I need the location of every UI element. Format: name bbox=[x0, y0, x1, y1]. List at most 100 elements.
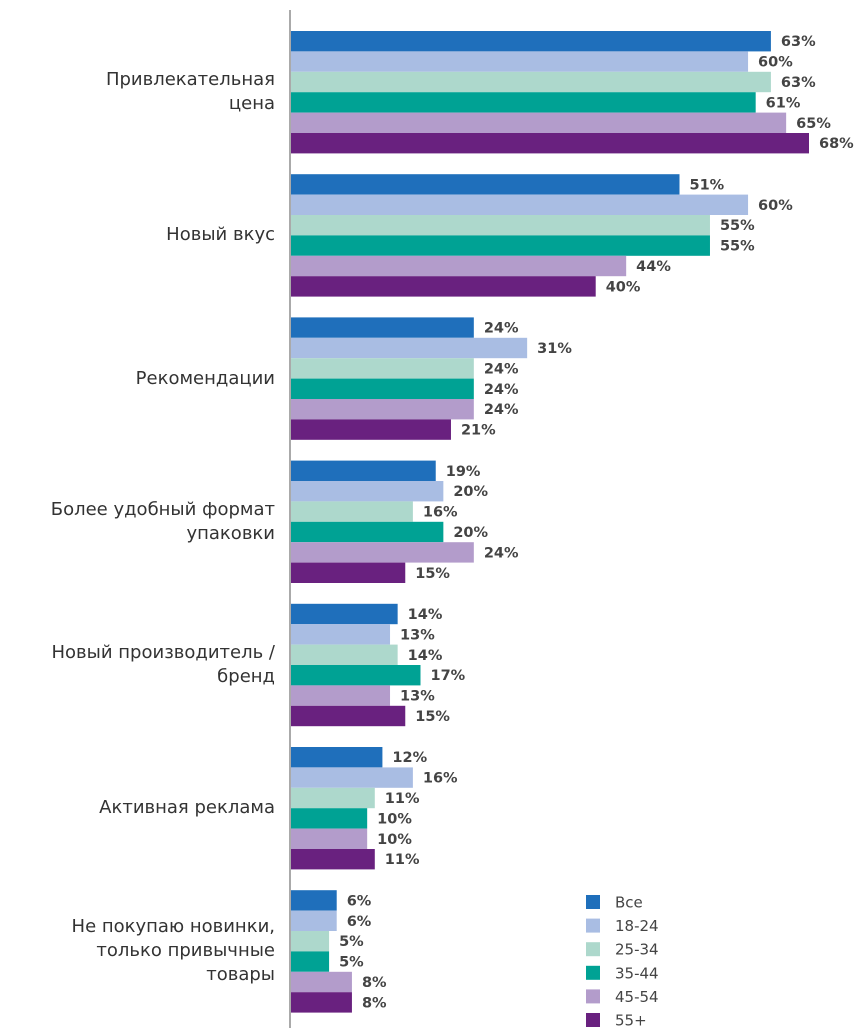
value-label: 24% bbox=[484, 361, 519, 377]
legend-label: 35-44 bbox=[615, 964, 659, 982]
bar bbox=[291, 890, 337, 911]
legend-swatch bbox=[586, 918, 600, 933]
legend-label: 25-34 bbox=[615, 941, 659, 959]
bar bbox=[291, 787, 375, 809]
value-label: 20% bbox=[453, 484, 488, 500]
value-label: 21% bbox=[461, 423, 496, 439]
bar bbox=[291, 112, 787, 133]
value-label: 19% bbox=[446, 464, 481, 480]
bar bbox=[291, 685, 391, 706]
value-label: 63% bbox=[781, 34, 816, 50]
value-label: 10% bbox=[377, 832, 412, 848]
value-label: 13% bbox=[400, 689, 435, 705]
value-label: 20% bbox=[453, 525, 488, 541]
bar bbox=[291, 808, 368, 829]
value-label: 24% bbox=[484, 382, 519, 398]
value-label: 61% bbox=[766, 95, 801, 111]
value-label: 68% bbox=[819, 136, 854, 152]
bar bbox=[291, 951, 330, 972]
value-label: 11% bbox=[385, 852, 420, 868]
bar bbox=[291, 747, 383, 768]
value-label: 5% bbox=[339, 934, 364, 950]
bar bbox=[291, 931, 330, 952]
bar bbox=[291, 910, 337, 931]
bar bbox=[291, 542, 474, 563]
category-label: Более удобный формат упаковки bbox=[50, 498, 275, 544]
bar bbox=[291, 665, 421, 686]
bar bbox=[291, 562, 406, 583]
bar bbox=[291, 337, 528, 359]
bar bbox=[291, 235, 710, 256]
value-label: 63% bbox=[781, 75, 816, 91]
value-label: 16% bbox=[423, 771, 458, 787]
value-label: 6% bbox=[347, 893, 372, 909]
value-label: 15% bbox=[415, 566, 450, 582]
legend-swatch bbox=[586, 989, 600, 1004]
value-label: 31% bbox=[537, 341, 572, 357]
bar bbox=[291, 31, 771, 52]
bar bbox=[291, 705, 406, 727]
category-label: Новый вкус bbox=[166, 224, 275, 246]
value-label: 17% bbox=[431, 668, 466, 684]
legend-swatch bbox=[586, 1013, 600, 1027]
bar bbox=[291, 378, 474, 399]
bar bbox=[291, 849, 375, 870]
bar bbox=[291, 194, 749, 215]
category-label: Активная реклама bbox=[99, 797, 275, 819]
legend-swatch bbox=[586, 942, 600, 957]
legend-swatch bbox=[586, 965, 600, 980]
legend-label: Все bbox=[615, 894, 643, 912]
bar bbox=[291, 501, 413, 522]
legend-label: 45-54 bbox=[615, 988, 659, 1006]
value-label: 65% bbox=[796, 116, 831, 132]
value-label: 5% bbox=[339, 955, 364, 971]
bar bbox=[291, 358, 474, 379]
value-label: 8% bbox=[362, 995, 387, 1011]
value-label: 51% bbox=[690, 177, 725, 193]
value-label: 11% bbox=[385, 791, 420, 807]
value-label: 14% bbox=[408, 648, 443, 664]
bar bbox=[291, 71, 771, 93]
bar bbox=[291, 51, 749, 72]
bar bbox=[291, 174, 680, 195]
bar bbox=[291, 624, 391, 645]
bar bbox=[291, 215, 710, 236]
value-label: 12% bbox=[392, 750, 427, 766]
bar bbox=[291, 481, 444, 502]
value-label: 6% bbox=[347, 914, 372, 930]
category-label: Новый производитель / бренд bbox=[51, 642, 276, 687]
value-label: 40% bbox=[606, 279, 641, 295]
value-label: 16% bbox=[423, 505, 458, 521]
value-label: 8% bbox=[362, 975, 387, 991]
bar bbox=[291, 828, 368, 849]
bar bbox=[291, 992, 352, 1013]
value-label: 44% bbox=[636, 259, 671, 275]
bar bbox=[291, 399, 474, 420]
value-label: 13% bbox=[400, 627, 435, 643]
value-label: 24% bbox=[484, 402, 519, 418]
value-label: 60% bbox=[758, 55, 793, 71]
value-label: 55% bbox=[720, 218, 755, 234]
value-label: 60% bbox=[758, 198, 793, 214]
bar bbox=[291, 255, 627, 277]
bar bbox=[291, 767, 413, 788]
legend-label: 55+ bbox=[615, 1012, 647, 1028]
bar bbox=[291, 317, 474, 338]
legend-swatch bbox=[586, 895, 600, 909]
bar bbox=[291, 644, 398, 665]
category-label: Не покупаю новинки, только привычные тов… bbox=[71, 916, 275, 986]
category-label: Рекомендации bbox=[135, 367, 275, 389]
bar bbox=[291, 92, 756, 113]
legend-label: 18-24 bbox=[615, 917, 659, 935]
value-label: 14% bbox=[408, 607, 443, 623]
bar bbox=[291, 971, 352, 993]
category-label: Привлекательная цена bbox=[105, 69, 275, 115]
bar bbox=[291, 521, 444, 543]
bar bbox=[291, 133, 809, 154]
value-label: 10% bbox=[377, 811, 412, 827]
value-label: 15% bbox=[415, 709, 450, 725]
bar bbox=[291, 603, 398, 625]
bar bbox=[291, 419, 451, 440]
